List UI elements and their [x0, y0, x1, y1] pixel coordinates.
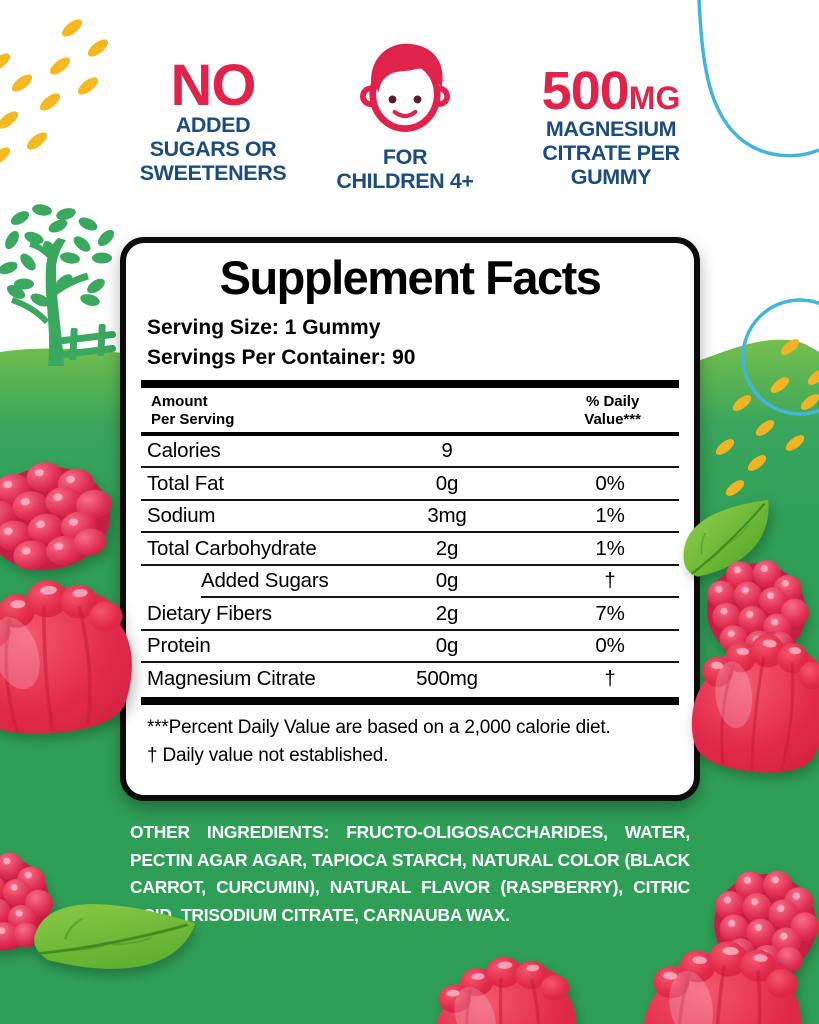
child-face-icon: [360, 43, 450, 132]
tree-illustration: [0, 204, 116, 366]
blue-circle-decoration: [741, 298, 819, 416]
panel-title: Supplement Facts: [219, 251, 602, 304]
fence-illustration: [60, 323, 116, 361]
nutrient-name: Dietary Fibers: [147, 601, 272, 625]
nutrient-amount: 0g: [435, 569, 459, 593]
raspberry-photo-left: [0, 445, 130, 587]
nutrient-name: Magnesium Citrate: [147, 666, 316, 690]
badge-dosage-amount: 500MG: [541, 61, 681, 121]
gummy-photo-left: [0, 566, 146, 746]
row-separator: [141, 628, 679, 631]
confetti-dots-top-left: [0, 19, 109, 165]
nutrient-amount: 0g: [435, 471, 459, 495]
row-separator: [141, 661, 679, 664]
facts-row: Dietary Fibers 2g 7%: [141, 598, 679, 629]
badge-no-word: NO: [170, 53, 257, 118]
divider-medium: [141, 431, 679, 436]
facts-header-row: Amount Per Serving % Daily Value***: [141, 388, 679, 432]
nutrient-daily-value: 0%: [595, 471, 625, 495]
row-separator: [201, 596, 679, 599]
footnote-dagger: † Daily value not established.: [147, 745, 389, 767]
nutrient-name: Sodium: [147, 504, 216, 528]
facts-row: Magnesium Citrate 500mg †: [141, 663, 679, 694]
amount-per-serving-header: Amount Per Serving: [151, 392, 235, 428]
facts-row: Added Sugars 0g †: [141, 566, 679, 597]
nutrient-name: Added Sugars: [201, 569, 329, 593]
row-separator: [141, 563, 679, 566]
nutrient-daily-value: 7%: [595, 601, 625, 625]
blue-curve-decoration: [697, 0, 819, 158]
confetti-dots-right: [715, 339, 819, 496]
nutrient-name: Calories: [147, 439, 221, 463]
nutrient-daily-value: 0%: [595, 634, 625, 658]
nutrient-amount: 2g: [435, 601, 459, 625]
other-ingredients-label: OTHER INGREDIENTS:: [130, 822, 330, 842]
facts-row: Total Fat 0g 0%: [141, 468, 679, 499]
nutrient-name: Total Fat: [147, 471, 224, 495]
nutrient-amount: 9: [441, 439, 453, 463]
footnotes: ***Percent Daily Value are based on a 2,…: [141, 705, 679, 771]
row-separator: [141, 466, 679, 469]
facts-row: Calories 9: [141, 436, 679, 467]
nutrient-name: Protein: [147, 634, 211, 658]
nutrient-daily-value: 1%: [595, 504, 625, 528]
divider-thick: [141, 379, 679, 388]
servings-per-container: Servings Per Container: 90: [147, 346, 416, 370]
facts-row: Total Carbohydrate 2g 1%: [141, 533, 679, 564]
badge-no-added-sugars: NO ADDED SUGARS OR SWEETENERS: [128, 53, 298, 185]
nutrient-amount: 2g: [435, 536, 459, 560]
serving-size: Serving Size: 1 Gummy: [147, 316, 381, 340]
gummy-photo-right: [675, 618, 819, 785]
gummy-photo-bottom-middle: [418, 946, 587, 1024]
nutrient-daily-value: 1%: [595, 536, 625, 560]
footnote-daily-value: ***Percent Daily Value are based on a 2,…: [147, 716, 611, 738]
nutrient-amount: 3mg: [427, 504, 467, 528]
badge-dosage: 500MG MAGNESIUM CITRATE PER GUMMY: [522, 61, 700, 190]
daily-value-header: % Daily Value***: [584, 392, 641, 428]
divider-thick-bottom: [141, 696, 679, 705]
facts-row: Protein 0g 0%: [141, 631, 679, 662]
gummy-photo-bottom-right: [627, 927, 816, 1024]
facts-rows: Calories 9 Total Fat 0g 0% Sodium 3mg 1% Total C…: [141, 436, 679, 694]
nutrient-amount: 500mg: [416, 666, 478, 690]
nutrient-amount: 0g: [435, 634, 459, 658]
nutrient-name: Total Carbohydrate: [147, 536, 317, 560]
row-separator: [141, 531, 679, 534]
row-separator: [141, 498, 679, 501]
supplement-facts-panel: Supplement Facts Serving Size: 1 Gummy S…: [120, 237, 700, 801]
nutrient-daily-value: †: [604, 666, 616, 690]
badge-for-children: FOR CHILDREN 4+: [325, 36, 485, 193]
facts-row: Sodium 3mg 1%: [141, 501, 679, 532]
nutrient-daily-value: †: [604, 569, 616, 593]
other-ingredients-text: OTHER INGREDIENTS: FRUCTO-OLIGOSACCHARID…: [130, 822, 690, 925]
